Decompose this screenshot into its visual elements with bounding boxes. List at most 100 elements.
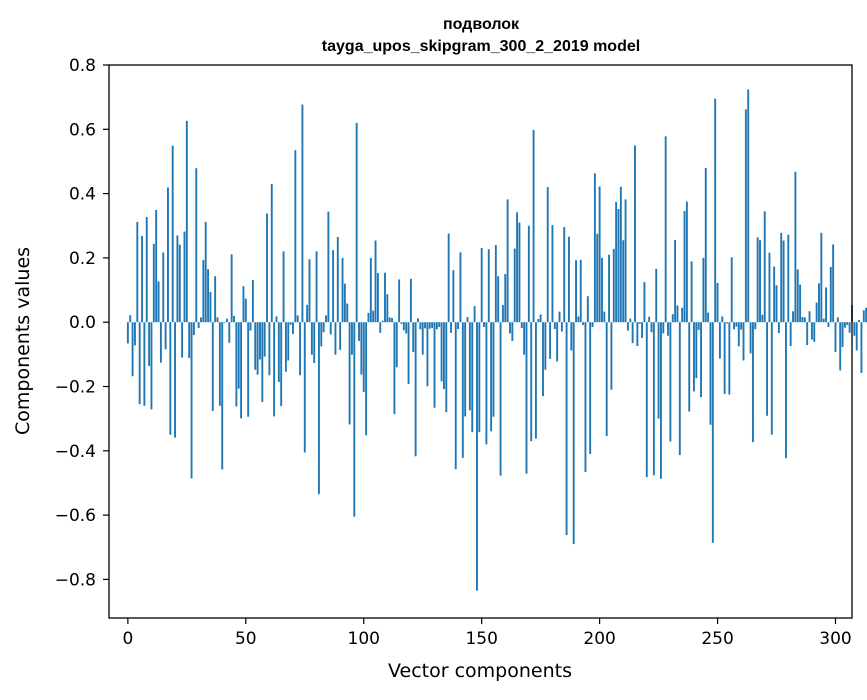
bar bbox=[593, 173, 596, 323]
bar bbox=[421, 322, 424, 355]
bar bbox=[799, 284, 802, 323]
bar bbox=[681, 307, 684, 323]
bar bbox=[294, 150, 297, 323]
bar bbox=[780, 232, 783, 323]
bar bbox=[499, 322, 502, 476]
bar bbox=[634, 145, 636, 323]
bar bbox=[612, 248, 615, 323]
bar bbox=[751, 322, 754, 443]
bar bbox=[190, 322, 193, 479]
bar bbox=[711, 322, 714, 543]
bar bbox=[584, 322, 587, 473]
bar bbox=[702, 257, 705, 323]
bar bbox=[855, 322, 858, 351]
bar bbox=[308, 259, 311, 323]
bar bbox=[433, 322, 436, 408]
bar bbox=[459, 252, 462, 323]
bar bbox=[848, 322, 851, 333]
bar bbox=[862, 310, 865, 323]
bar bbox=[266, 213, 268, 323]
bar bbox=[303, 322, 306, 453]
bar bbox=[551, 225, 554, 323]
bar bbox=[320, 322, 323, 347]
bar bbox=[348, 322, 351, 425]
bar bbox=[655, 268, 658, 323]
bar bbox=[525, 322, 528, 474]
bar bbox=[794, 171, 797, 323]
bar bbox=[438, 322, 441, 328]
y-tick-label: 0.4 bbox=[69, 185, 96, 205]
bar bbox=[549, 322, 552, 359]
bar bbox=[386, 294, 389, 323]
bar bbox=[671, 314, 674, 323]
bar bbox=[225, 318, 228, 323]
bar bbox=[775, 285, 778, 323]
bar bbox=[657, 322, 660, 419]
x-axis-ticks: 0 50 100 150 200 250 300 bbox=[122, 618, 852, 649]
bar bbox=[204, 221, 207, 323]
bar bbox=[792, 311, 794, 323]
bar bbox=[181, 322, 184, 358]
bar bbox=[483, 322, 485, 328]
bar bbox=[254, 322, 257, 370]
bar bbox=[185, 120, 188, 323]
bar bbox=[669, 322, 672, 442]
chart-subtitle: tayga_upos_skipgram_300_2_2019 model bbox=[322, 38, 640, 55]
bar bbox=[693, 322, 695, 392]
bar bbox=[754, 322, 757, 330]
bar bbox=[268, 322, 271, 376]
bar bbox=[167, 187, 169, 323]
bar bbox=[471, 322, 474, 433]
bar bbox=[369, 257, 372, 323]
bar bbox=[678, 322, 681, 455]
bar bbox=[332, 250, 335, 323]
chart-title: подволок bbox=[443, 16, 520, 33]
bar bbox=[457, 322, 460, 329]
bar bbox=[490, 322, 493, 432]
bar bbox=[747, 89, 750, 323]
bar bbox=[846, 322, 849, 326]
bar bbox=[513, 248, 516, 323]
bar bbox=[296, 315, 299, 323]
x-tick-label: 250 bbox=[701, 629, 733, 649]
bar bbox=[325, 315, 327, 323]
bar bbox=[808, 311, 811, 323]
bar bbox=[452, 270, 455, 323]
y-tick-label: −0.2 bbox=[55, 378, 96, 398]
bar bbox=[709, 322, 712, 425]
bar bbox=[402, 322, 405, 331]
bar bbox=[228, 322, 231, 343]
bar bbox=[315, 251, 318, 323]
bar bbox=[176, 235, 179, 323]
bar bbox=[351, 322, 353, 355]
bar bbox=[787, 234, 790, 323]
bar bbox=[164, 322, 167, 350]
bar-series bbox=[126, 89, 867, 591]
bar bbox=[667, 322, 669, 336]
bar bbox=[509, 322, 511, 334]
bar bbox=[251, 280, 254, 323]
bar bbox=[426, 322, 429, 387]
bar bbox=[148, 322, 151, 366]
bar bbox=[157, 281, 160, 323]
bar bbox=[398, 279, 401, 323]
bar bbox=[615, 201, 618, 323]
bar bbox=[197, 322, 200, 328]
bar bbox=[622, 240, 625, 323]
bar bbox=[579, 259, 582, 323]
bar bbox=[810, 322, 813, 340]
bar bbox=[726, 322, 728, 324]
x-tick-label: 300 bbox=[819, 629, 851, 649]
bar bbox=[570, 322, 573, 351]
bar bbox=[376, 273, 379, 323]
bar bbox=[306, 304, 309, 323]
bar bbox=[372, 310, 375, 323]
bar bbox=[563, 227, 566, 323]
bar bbox=[558, 311, 561, 323]
bar bbox=[721, 316, 724, 323]
bar bbox=[211, 322, 214, 411]
bar bbox=[860, 322, 863, 374]
bar bbox=[478, 322, 481, 433]
bar bbox=[737, 322, 740, 347]
